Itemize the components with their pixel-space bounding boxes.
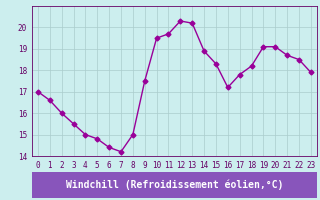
Text: Windchill (Refroidissement éolien,°C): Windchill (Refroidissement éolien,°C)	[66, 180, 283, 190]
